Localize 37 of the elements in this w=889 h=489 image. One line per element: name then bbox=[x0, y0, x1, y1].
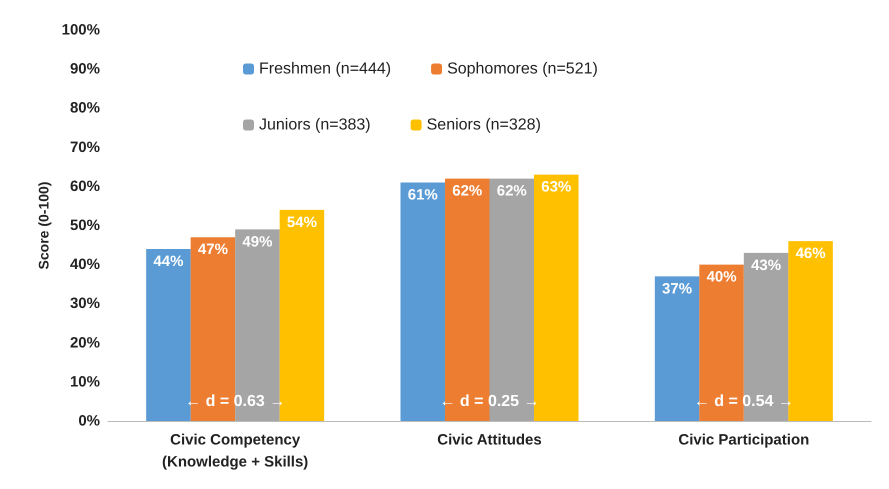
bar bbox=[490, 178, 534, 421]
bar bbox=[235, 229, 280, 421]
data-label: 47% bbox=[198, 241, 228, 258]
data-label: 54% bbox=[286, 214, 317, 231]
y-axis-title: Score (0-100) bbox=[36, 182, 52, 270]
x-tick-label: Civic Competency (Knowledge + Skills) bbox=[162, 432, 308, 470]
data-label: 63% bbox=[541, 178, 572, 196]
y-tick-label: 100% bbox=[62, 22, 100, 38]
bar bbox=[444, 178, 490, 421]
y-tick-label: 50% bbox=[70, 217, 100, 234]
y-tick-label: 30% bbox=[70, 295, 100, 312]
legend-label: Sophomores (n=521) bbox=[447, 60, 598, 78]
data-label: 49% bbox=[242, 233, 272, 250]
legend-label: Freshmen (n=444) bbox=[259, 60, 392, 78]
data-label: 62% bbox=[452, 182, 482, 200]
data-label: 46% bbox=[796, 245, 826, 262]
x-tick-label: Civic Participation bbox=[678, 432, 810, 448]
legend-label: Seniors (n=328) bbox=[426, 116, 541, 134]
data-label: 44% bbox=[153, 252, 184, 270]
y-tick-label: 90% bbox=[70, 60, 100, 78]
bar bbox=[744, 252, 788, 421]
y-tick-label: 70% bbox=[70, 138, 100, 156]
bar bbox=[190, 237, 236, 421]
data-label: 43% bbox=[751, 256, 782, 274]
legend-label: Juniors (n=383) bbox=[259, 116, 371, 134]
y-tick-label: 10% bbox=[70, 373, 100, 390]
data-label: 62% bbox=[496, 182, 527, 200]
x-tick-label: Civic Attitudes bbox=[437, 432, 542, 448]
data-label: 61% bbox=[408, 186, 438, 204]
bar bbox=[699, 264, 744, 421]
y-tick-label: 0% bbox=[78, 412, 100, 430]
y-tick-label: 60% bbox=[70, 178, 100, 195]
y-tick-label: 40% bbox=[70, 256, 100, 274]
y-tick-label: 80% bbox=[70, 100, 100, 117]
data-label: 40% bbox=[706, 268, 737, 286]
y-tick-label: 20% bbox=[70, 334, 100, 352]
data-label: 37% bbox=[662, 280, 692, 298]
